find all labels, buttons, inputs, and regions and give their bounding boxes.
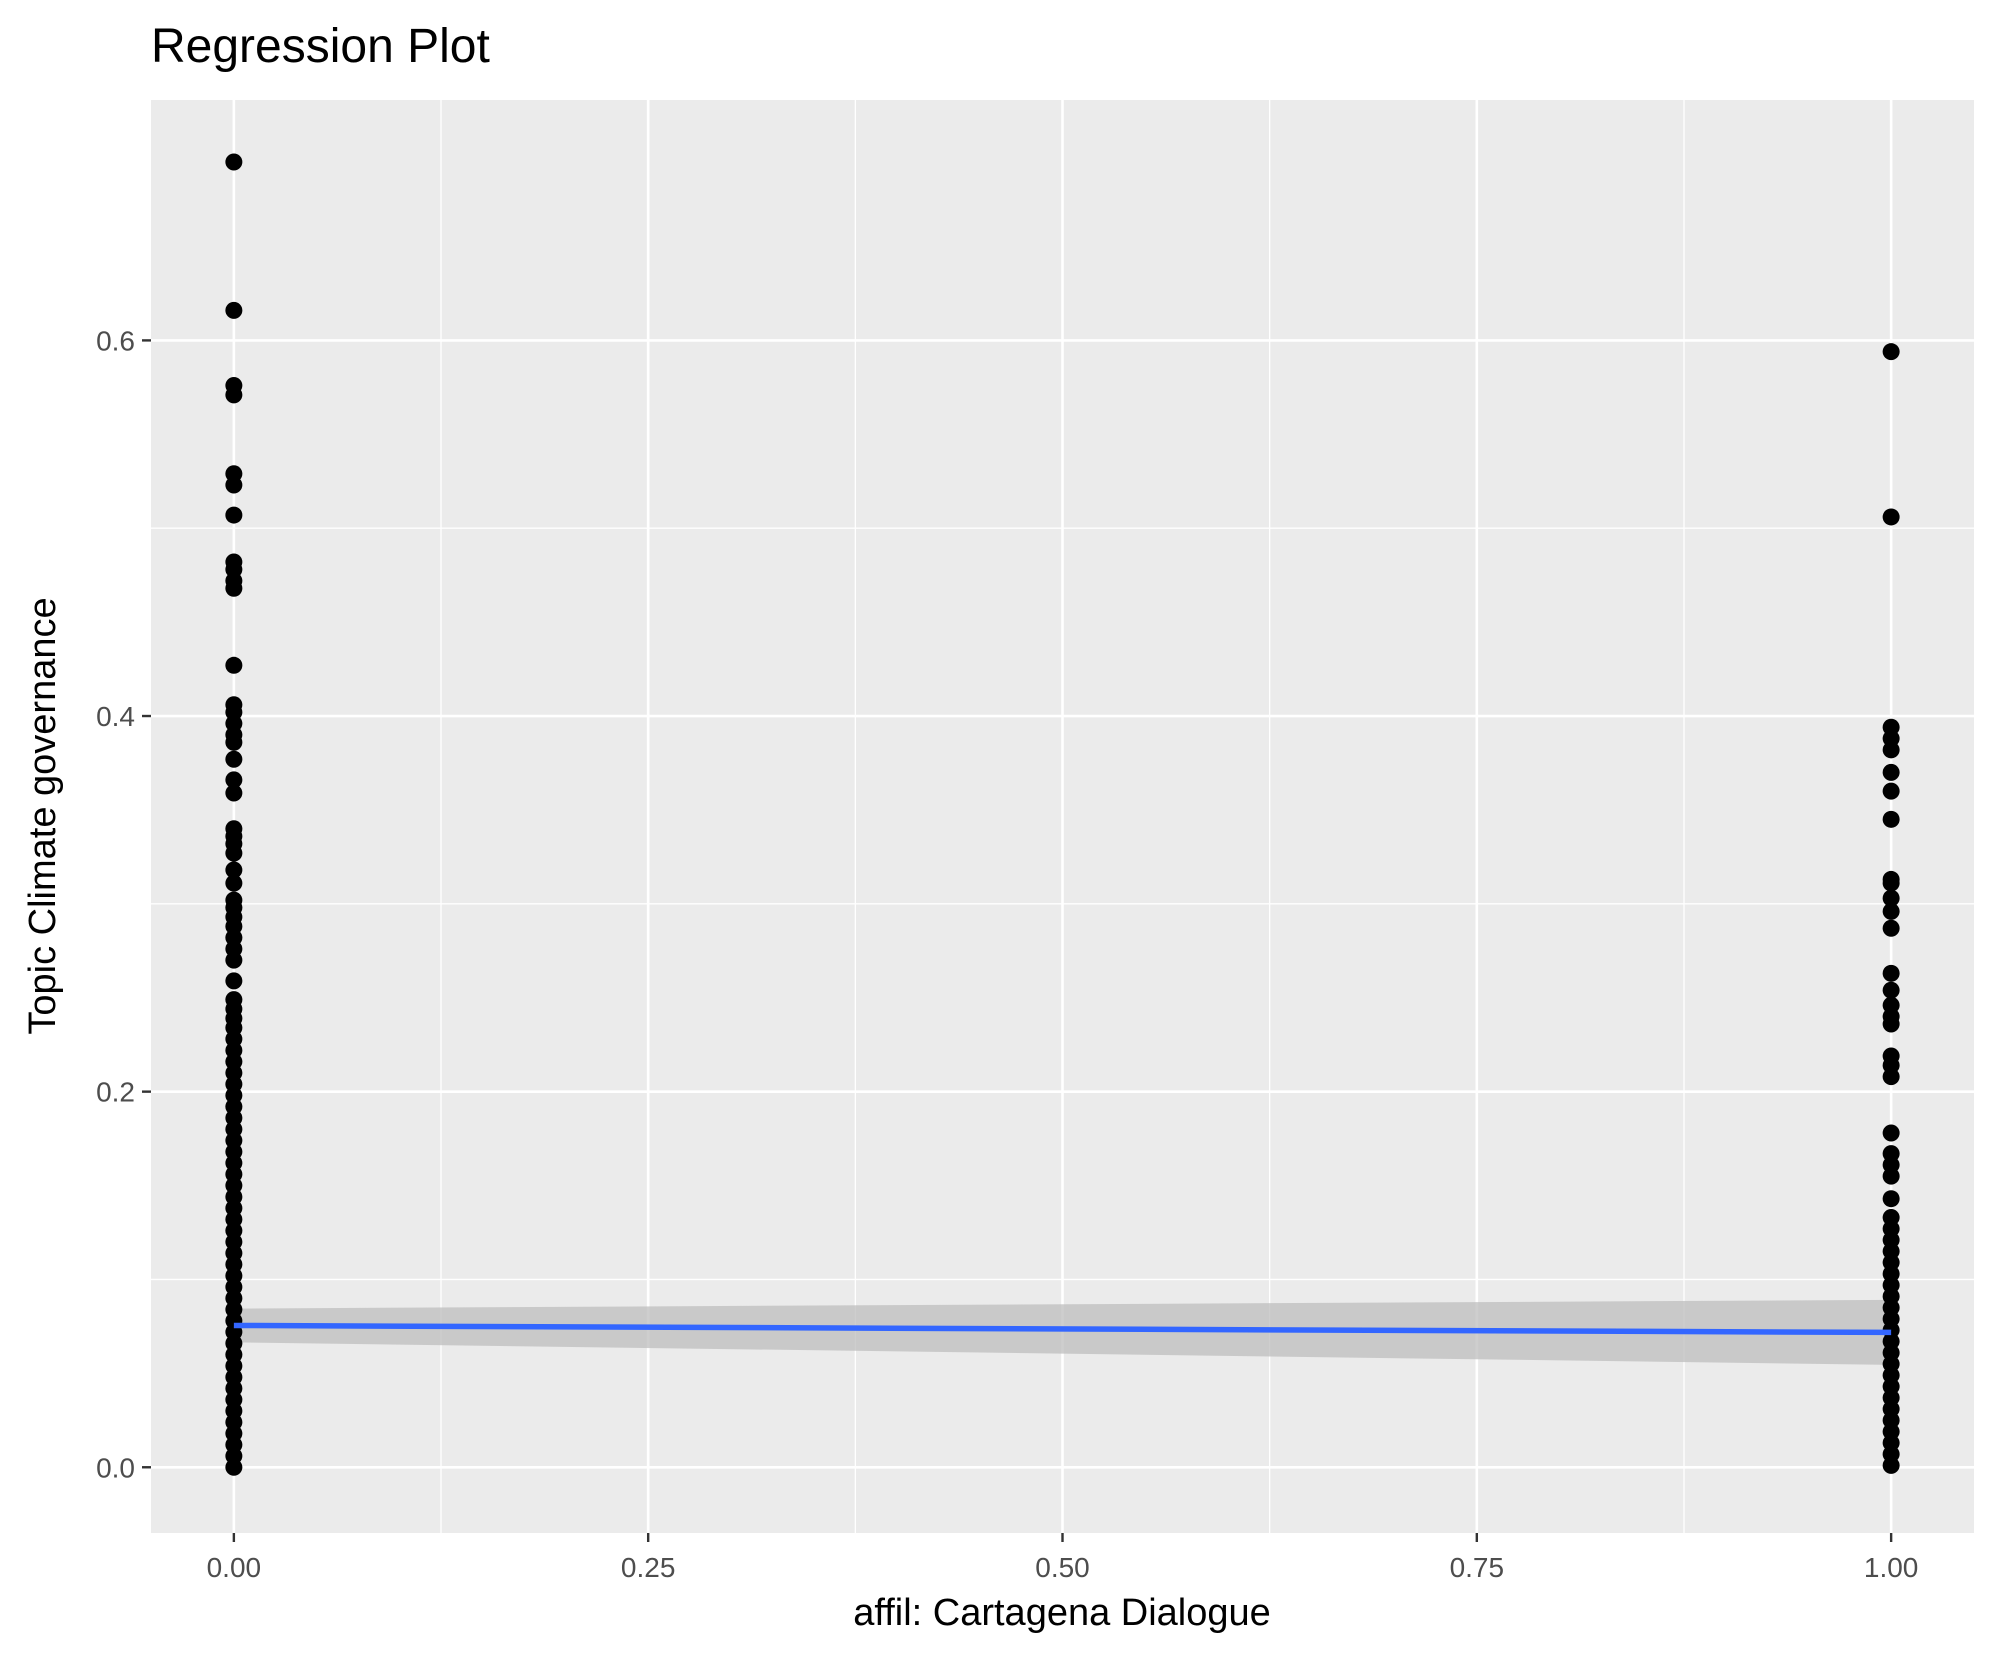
y-axis-title: Topic Climate governance	[22, 597, 64, 1034]
data-point	[1882, 889, 1900, 907]
data-point	[1882, 810, 1900, 828]
y-tick-label: 0.4	[96, 701, 135, 732]
axis-tick-labels: 0.00 0.25 0.50 0.75 1.00 0.0 0.2 0.4 0.6	[96, 325, 1918, 1583]
data-point	[1882, 981, 1900, 999]
x-tick-label: 0.25	[621, 1552, 676, 1583]
data-point	[225, 972, 243, 990]
data-point	[1882, 1456, 1900, 1474]
data-point	[225, 750, 243, 768]
x-tick-label: 0.50	[1035, 1552, 1090, 1583]
x-axis-title: affil: Cartagena Dialogue	[853, 1592, 1271, 1634]
axis-ticks	[142, 339, 1893, 1542]
confidence-band	[233, 1299, 1892, 1365]
data-point	[225, 579, 243, 597]
data-point	[225, 874, 243, 892]
data-point	[225, 951, 243, 969]
data-point	[1882, 1068, 1900, 1086]
data-point	[1882, 763, 1900, 781]
chart-title: Regression Plot	[151, 20, 490, 73]
data-point	[1882, 508, 1900, 526]
major-gridlines	[151, 100, 1974, 1533]
data-point	[1882, 919, 1900, 937]
x-tick-label: 0.00	[207, 1552, 262, 1583]
data-point	[1882, 1124, 1900, 1142]
data-point	[1882, 1015, 1900, 1033]
data-point	[225, 771, 243, 789]
data-point	[225, 301, 243, 319]
data-point	[1882, 741, 1900, 759]
data-point	[225, 476, 243, 494]
y-tick-label: 0.6	[96, 325, 135, 356]
y-tick-label: 0.0	[96, 1452, 135, 1483]
confidence-band-layer	[233, 1299, 1892, 1365]
data-point	[1882, 1167, 1900, 1185]
data-points	[225, 153, 1900, 1476]
regression-line-layer	[233, 1322, 1892, 1336]
y-tick-label: 0.2	[96, 1077, 135, 1108]
x-tick-label: 1.00	[1864, 1552, 1919, 1583]
data-point	[225, 784, 243, 802]
regression-line	[233, 1322, 1892, 1336]
data-point	[225, 844, 243, 862]
x-tick-label: 0.75	[1450, 1552, 1505, 1583]
data-point	[1882, 1190, 1900, 1208]
data-point	[225, 656, 243, 674]
data-point	[1882, 343, 1900, 361]
data-point	[225, 733, 243, 751]
data-point	[1882, 964, 1900, 982]
data-point	[1882, 902, 1900, 920]
data-point	[225, 506, 243, 524]
data-point	[1882, 782, 1900, 800]
data-point	[225, 1458, 243, 1476]
data-point	[225, 153, 243, 171]
data-point	[225, 861, 243, 879]
data-point	[1882, 874, 1900, 892]
data-point	[225, 386, 243, 404]
